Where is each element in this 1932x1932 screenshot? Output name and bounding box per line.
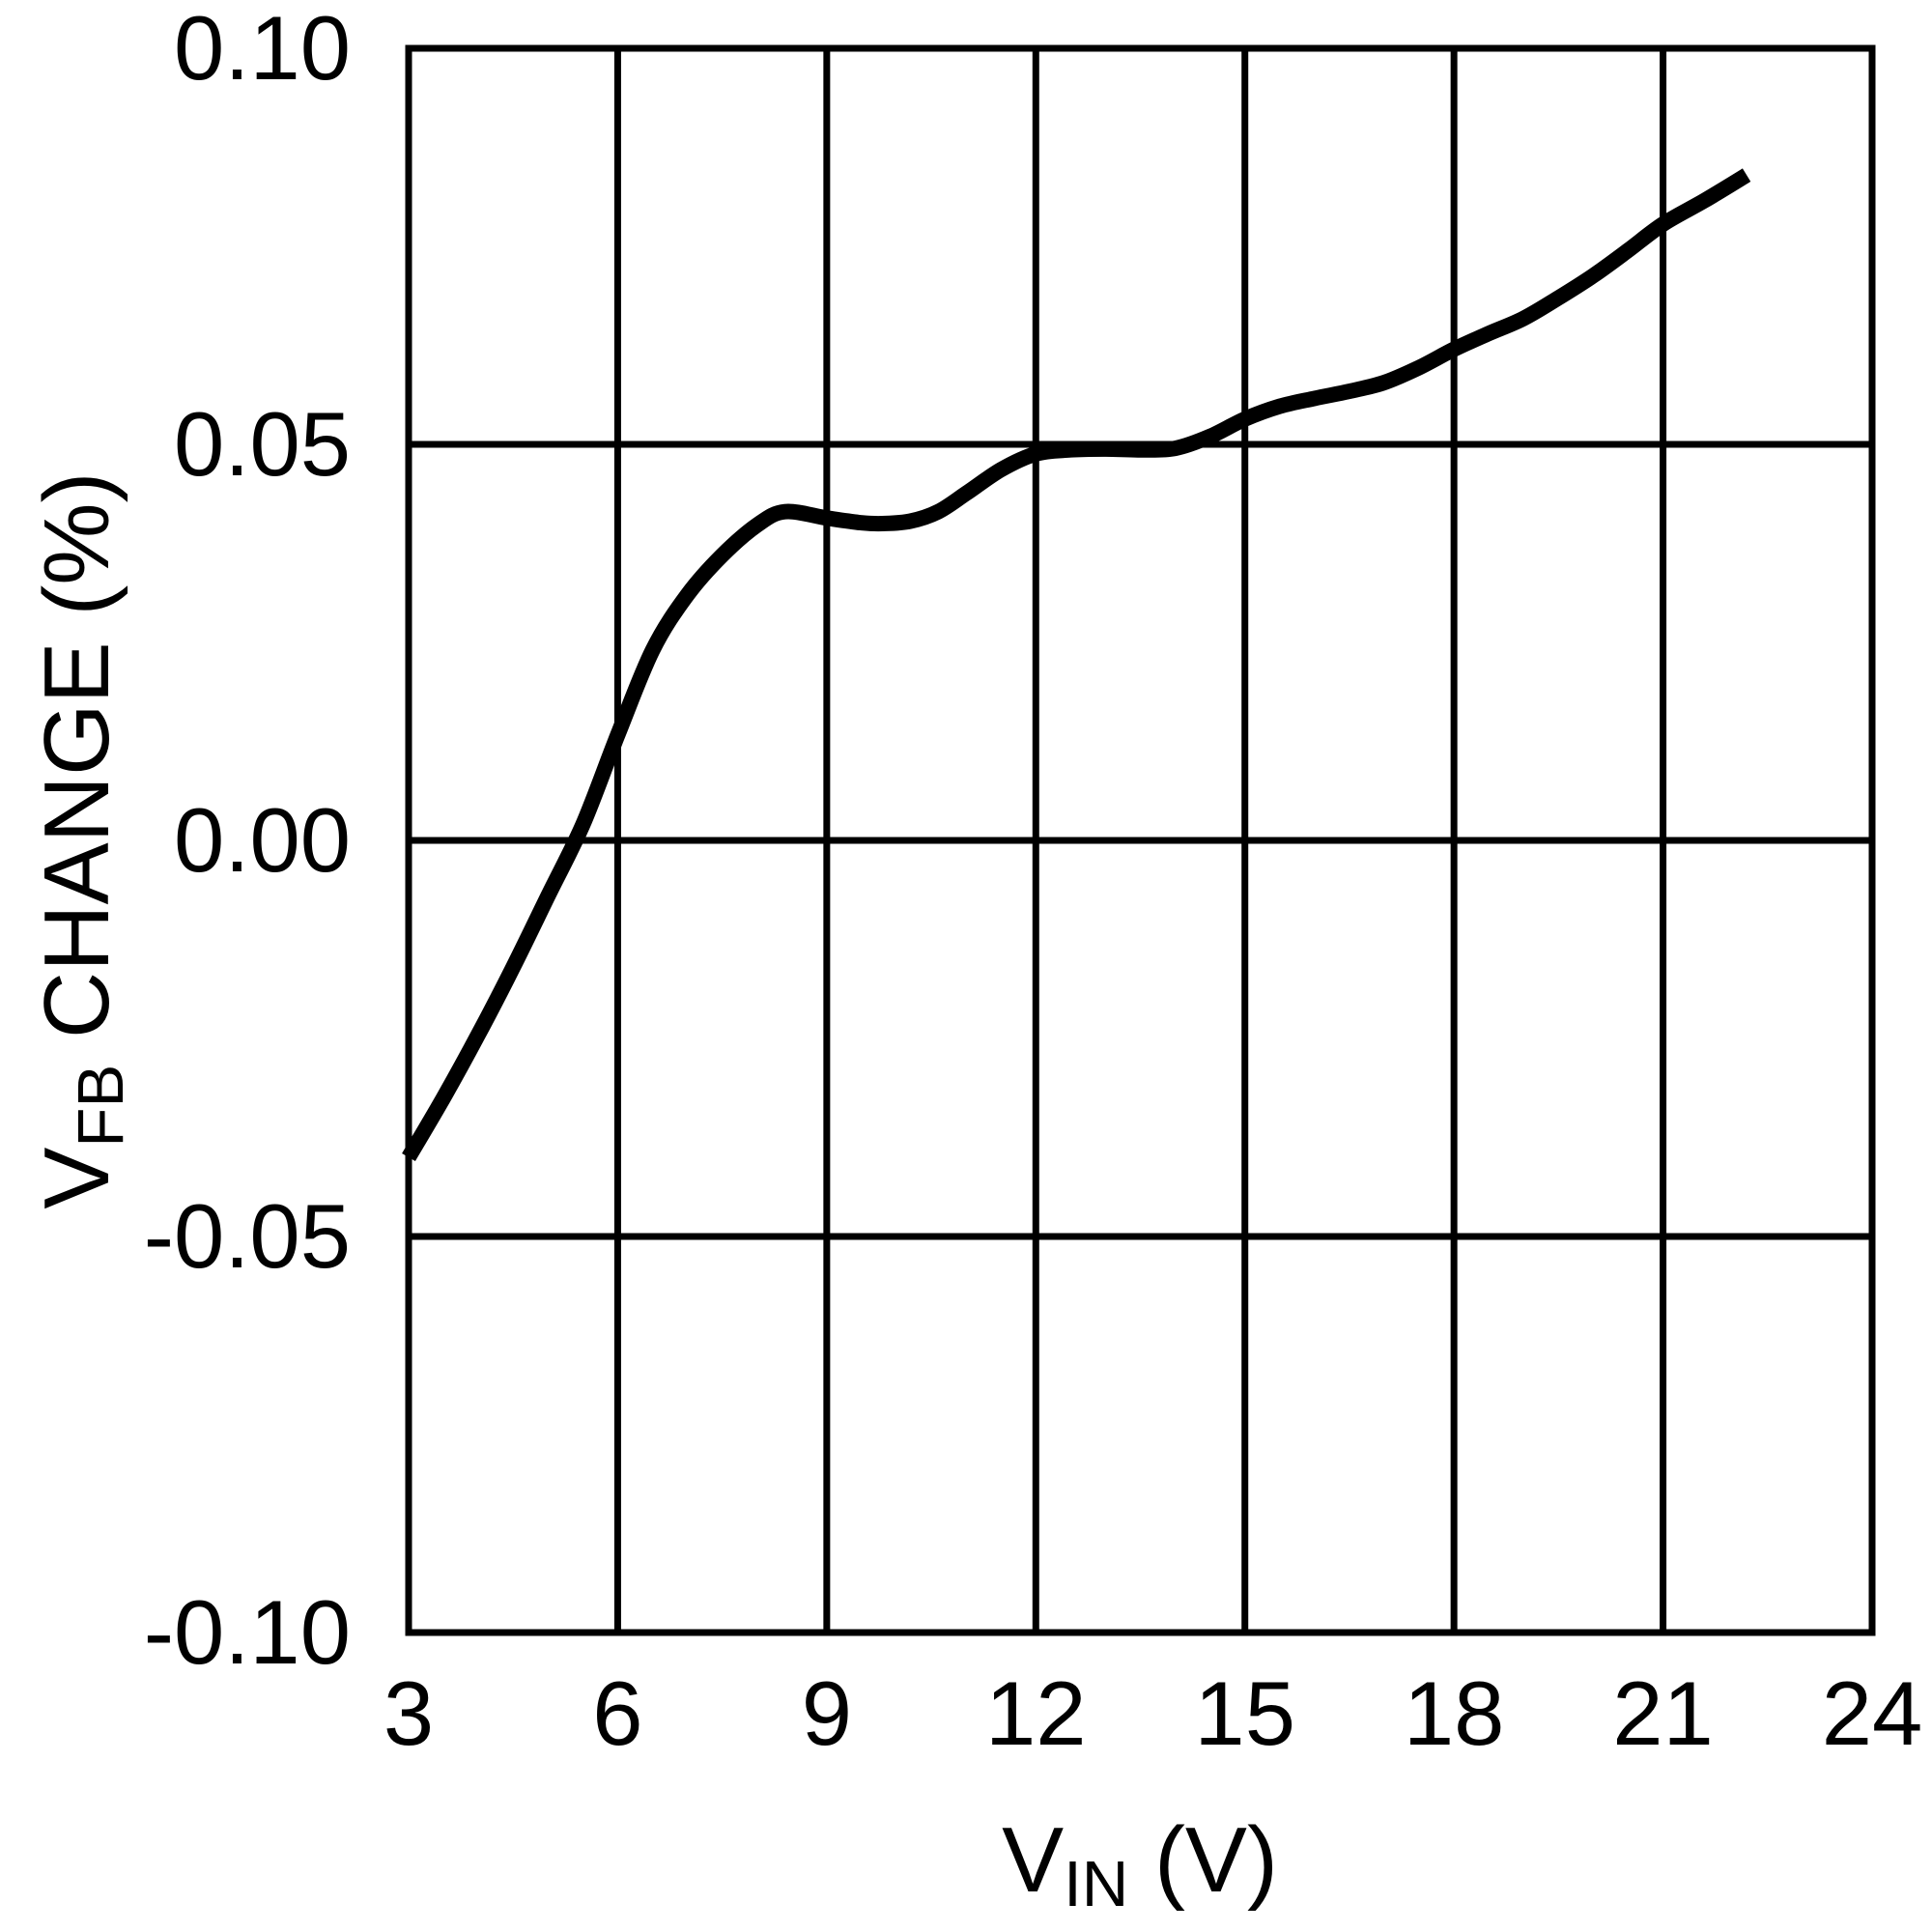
grid-lines (409, 48, 1872, 1633)
y-axis-title-text: VFB CHANGE (%) (25, 471, 137, 1208)
y-tick-label: -0.10 (143, 1581, 351, 1683)
plot-border (405, 44, 1876, 1636)
y-tick-label: 0.05 (174, 393, 351, 495)
y-tick-label: 0.00 (174, 789, 351, 891)
x-tick-label: 9 (801, 1662, 852, 1764)
x-tick-label: 3 (383, 1662, 435, 1764)
x-axis-title-main: V (1002, 1808, 1065, 1912)
x-axis-title: VIN (V) (802, 1814, 1478, 1917)
x-tick-label: 6 (592, 1662, 643, 1764)
y-axis-title-main: V (25, 1147, 128, 1209)
x-axis-title-unit: (V) (1128, 1808, 1278, 1912)
x-tick-label: 24 (1821, 1662, 1923, 1764)
y-tick-label: -0.05 (143, 1185, 351, 1287)
x-tick-label: 15 (1194, 1662, 1295, 1764)
x-axis-title-subscript: IN (1064, 1847, 1129, 1920)
x-tick-label: 12 (985, 1662, 1087, 1764)
y-axis-title: VFB CHANGE (%) (14, 357, 140, 1323)
x-tick-label: 18 (1403, 1662, 1505, 1764)
y-axis-title-subscript: FB (64, 1064, 137, 1148)
y-tick-label: 0.10 (174, 0, 351, 99)
x-tick-label: 21 (1612, 1662, 1714, 1764)
y-axis-title-rest: CHANGE (%) (25, 471, 128, 1065)
vfb-change-curve (402, 168, 1751, 1162)
